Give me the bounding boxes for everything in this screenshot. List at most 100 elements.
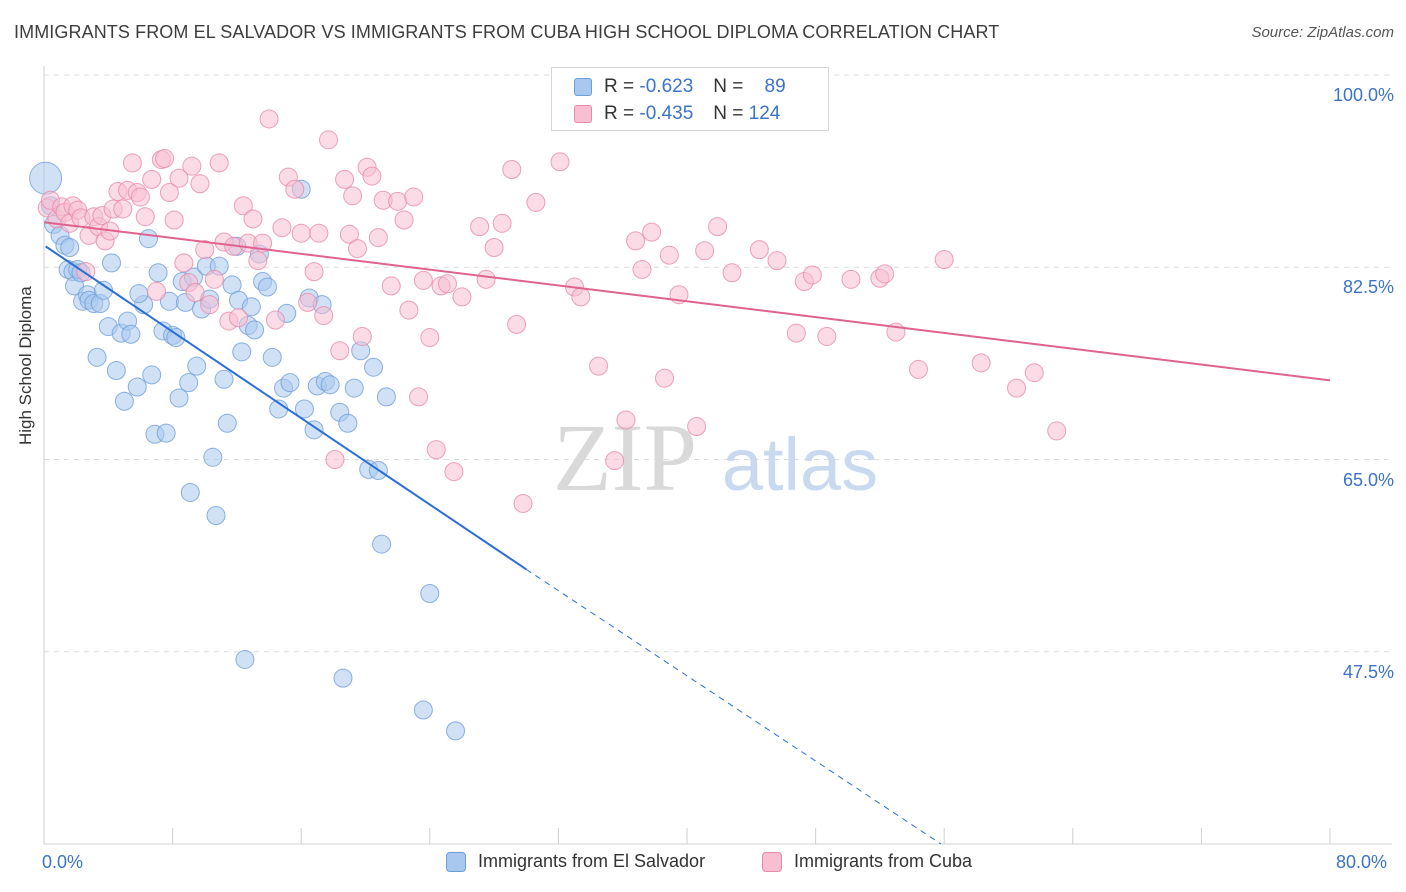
x-tick-label-min: 0.0%: [42, 852, 84, 872]
point-el-salvador: [304, 420, 324, 440]
legend-swatch-blue: [574, 78, 592, 96]
point-el-salvador: [129, 284, 149, 304]
point-el-salvador: [344, 378, 364, 398]
point-cuba: [343, 186, 363, 206]
point-el-salvador: [245, 320, 265, 340]
point-cuba: [122, 153, 142, 173]
point-cuba: [339, 224, 359, 244]
point-cuba: [330, 341, 350, 361]
point-cuba: [971, 353, 991, 373]
point-cuba: [190, 174, 210, 194]
legend-row-el-salvador: R = -0.623 N = 89: [574, 74, 786, 100]
point-cuba: [409, 387, 429, 407]
point-el-salvador: [114, 391, 134, 411]
point-cuba: [492, 213, 512, 233]
point-cuba: [659, 245, 679, 265]
point-el-salvador: [179, 373, 199, 393]
y-tick-label: 100.0%: [1332, 85, 1394, 105]
point-cuba: [352, 326, 372, 346]
legend-n-value: 89: [764, 76, 786, 97]
point-el-salvador: [376, 387, 396, 407]
chart-title: IMMIGRANTS FROM EL SALVADOR VS IMMIGRANT…: [14, 22, 1000, 42]
point-cuba: [437, 274, 457, 294]
point-cuba: [413, 270, 433, 290]
legend-row-cuba: R = -0.435 N = 124: [574, 101, 780, 127]
point-cuba: [452, 287, 472, 307]
point-cuba: [174, 253, 194, 273]
point-cuba: [632, 259, 652, 279]
point-el-salvador: [138, 229, 158, 249]
point-el-salvador: [372, 534, 392, 554]
point-cuba: [695, 241, 715, 261]
point-cuba: [368, 228, 388, 248]
trend-line-el-salvador: [45, 245, 527, 571]
point-el-salvador: [241, 297, 261, 317]
point-cuba: [265, 310, 285, 330]
point-el-salvador: [235, 649, 255, 669]
y-tick-label: 82.5%: [1342, 277, 1394, 298]
point-cuba: [309, 223, 329, 243]
point-cuba: [513, 493, 533, 513]
legend-item-el-salvador: Immigrants from El Salvador: [446, 851, 705, 872]
point-el-salvador: [420, 584, 440, 604]
x-tick-label-max: 80.0%: [1336, 852, 1388, 872]
point-cuba: [420, 328, 440, 348]
legend-n-value: 124: [748, 103, 781, 124]
legend-r-label: R =: [604, 103, 635, 124]
point-cuba: [272, 218, 292, 238]
watermark-atlas: atlas: [722, 423, 878, 506]
point-cuba: [335, 169, 355, 189]
point-el-salvador: [320, 375, 340, 395]
point-el-salvador: [102, 253, 122, 273]
point-cuba: [147, 281, 167, 301]
point-cuba: [1047, 421, 1067, 441]
point-cuba: [399, 300, 419, 320]
point-cuba: [616, 410, 636, 430]
point-el-salvador: [156, 423, 176, 443]
legend-label-el-salvador: Immigrants from El Salvador: [478, 851, 706, 871]
point-cuba: [484, 237, 504, 257]
point-el-salvador: [166, 328, 186, 348]
point-el-salvador: [121, 324, 141, 344]
point-el-salvador: [142, 365, 162, 385]
point-cuba: [325, 450, 345, 469]
point-cuba: [817, 326, 837, 346]
source-label: Source: ZipAtlas.com: [1251, 24, 1394, 41]
point-cuba: [1007, 378, 1027, 398]
point-el-salvador: [262, 347, 282, 367]
point-cuba: [113, 199, 133, 219]
point-cuba: [362, 166, 382, 186]
point-cuba: [394, 210, 414, 230]
trend-line-el-salvador-extension: [525, 568, 942, 845]
point-cuba: [319, 130, 339, 150]
point-cuba: [285, 179, 305, 199]
point-cuba: [708, 217, 728, 237]
series-legend: Immigrants from El Salvador Immigrants f…: [0, 851, 1406, 879]
point-cuba: [626, 231, 646, 251]
point-cuba: [164, 210, 184, 230]
point-el-salvador: [446, 721, 466, 741]
point-cuba: [571, 287, 591, 307]
point-el-salvador: [60, 237, 80, 257]
point-cuba: [526, 192, 546, 212]
point-cuba: [248, 251, 268, 271]
point-el-salvador: [187, 356, 207, 376]
y-axis-label: High School Diploma: [16, 286, 35, 445]
point-cuba: [605, 451, 625, 471]
point-cuba: [470, 217, 490, 237]
point-cuba: [185, 283, 205, 303]
point-el-salvador: [280, 373, 300, 393]
point-cuba: [550, 152, 570, 172]
point-el-salvador: [364, 357, 384, 377]
point-cuba: [507, 314, 527, 334]
legend-swatch-blue: [446, 851, 466, 872]
point-el-salvador: [87, 347, 107, 367]
point-cuba: [200, 295, 220, 315]
point-cuba: [259, 109, 279, 129]
point-cuba: [155, 148, 175, 168]
axes: [43, 66, 1392, 845]
point-cuba: [875, 264, 895, 284]
y-tick-label: 65.0%: [1342, 469, 1394, 490]
point-el-salvador: [106, 361, 126, 381]
trend-line-cuba: [43, 221, 1331, 382]
